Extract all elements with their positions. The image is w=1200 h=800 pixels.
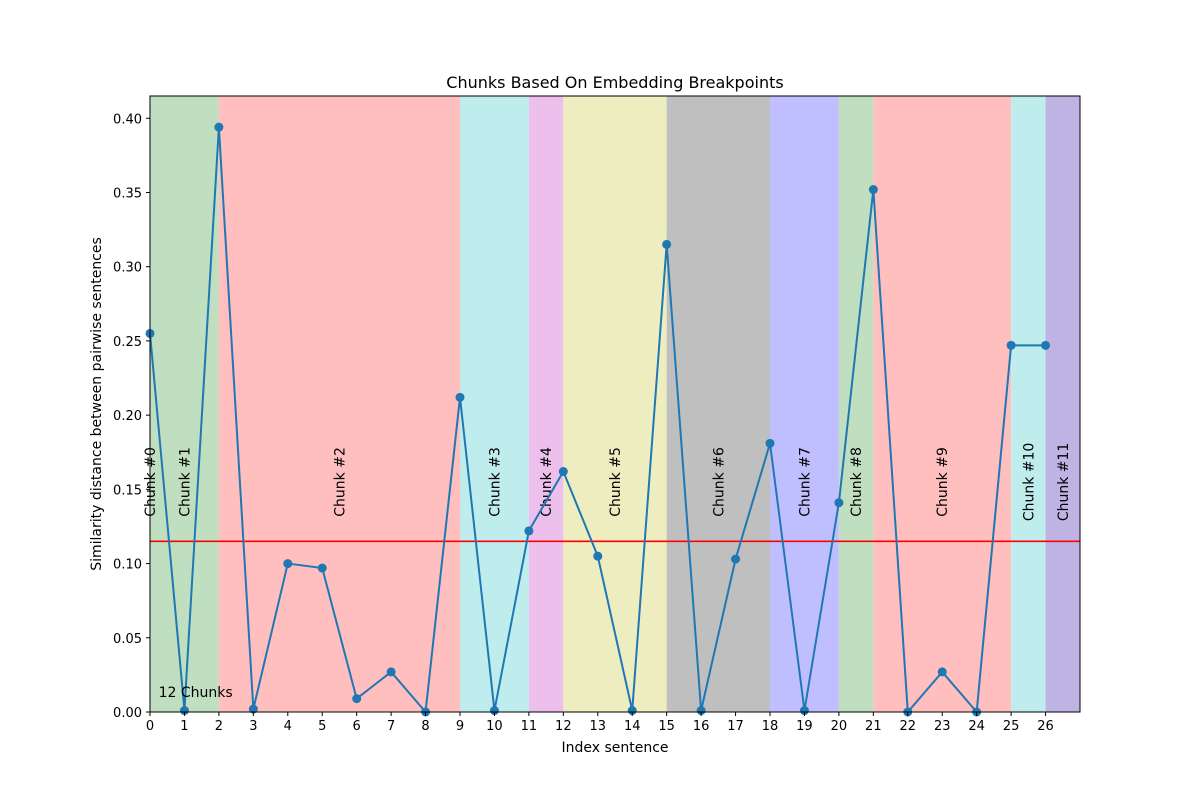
y-tick-label: 0.30 <box>113 261 142 276</box>
x-tick-label: 4 <box>284 719 292 734</box>
chunk-bands <box>150 96 1080 712</box>
chunk-band <box>218 96 460 712</box>
data-point <box>834 498 844 508</box>
y-tick-label: 0.05 <box>113 632 142 647</box>
x-tick-label: 24 <box>968 719 985 734</box>
y-tick-label: 0.20 <box>113 409 142 424</box>
y-tick-label: 0.35 <box>113 186 142 201</box>
data-point <box>524 526 534 536</box>
x-tick-label: 14 <box>624 719 641 734</box>
chunk-label: Chunk #4 <box>539 447 555 517</box>
chunk-label: Chunk #2 <box>332 447 348 517</box>
chart-title: Chunks Based On Embedding Breakpoints <box>446 73 783 92</box>
data-point <box>317 563 327 573</box>
chunk-band <box>563 96 667 712</box>
x-tick-label: 2 <box>215 719 223 734</box>
chunk-label: Chunk #10 <box>1021 443 1037 522</box>
chunk-label: Chunk #9 <box>935 447 951 517</box>
x-tick-label: 5 <box>318 719 326 734</box>
data-point <box>214 122 224 132</box>
data-point <box>283 559 293 569</box>
data-point <box>455 392 465 402</box>
y-axis: 0.00 0.05 0.10 0.15 0.20 0.25 0.30 0.35 0.40 <box>113 112 150 721</box>
chunk-label: Chunk #7 <box>797 447 813 517</box>
x-tick-label: 19 <box>796 719 813 734</box>
data-point <box>558 467 568 477</box>
chunk-label: Chunk #1 <box>177 447 193 517</box>
x-tick-label: 21 <box>865 719 882 734</box>
x-tick-label: 16 <box>693 719 710 734</box>
x-tick-label: 11 <box>521 719 538 734</box>
x-axis-label: Index sentence <box>561 740 668 756</box>
data-point <box>352 694 362 704</box>
chunk-label: Chunk #0 <box>143 447 159 517</box>
data-point <box>1006 340 1016 350</box>
x-tick-label: 6 <box>353 719 361 734</box>
data-point <box>731 554 741 564</box>
chunk-labels: Chunk #0 Chunk #1 Chunk #2 Chunk #3 Chunk #4… <box>143 443 1072 522</box>
data-point <box>386 667 396 677</box>
chunk-band <box>1011 96 1046 712</box>
x-tick-label: 23 <box>934 719 951 734</box>
chunk-band <box>873 96 1012 712</box>
chunk-label: Chunk #11 <box>1056 443 1072 522</box>
y-tick-label: 0.15 <box>113 483 142 498</box>
chunk-band <box>770 96 839 712</box>
chunk-label: Chunk #5 <box>608 447 624 517</box>
x-tick-label: 8 <box>421 719 429 734</box>
x-tick-label: 20 <box>831 719 848 734</box>
x-tick-label: 7 <box>387 719 395 734</box>
chunk-band <box>150 96 219 712</box>
x-tick-label: 9 <box>456 719 464 734</box>
chunk-band <box>528 96 564 712</box>
y-tick-label: 0.00 <box>113 706 142 721</box>
x-tick-label: 26 <box>1037 719 1054 734</box>
data-point <box>937 667 947 677</box>
x-tick-label: 15 <box>658 719 675 734</box>
x-tick-label: 0 <box>146 719 154 734</box>
chunk-band <box>838 96 874 712</box>
chunk-band <box>666 96 770 712</box>
data-point <box>627 706 637 716</box>
plot-frame <box>149 95 1081 713</box>
x-tick-label: 25 <box>1003 719 1020 734</box>
x-tick-label: 13 <box>590 719 607 734</box>
data-point <box>696 706 706 716</box>
data-point <box>489 706 499 716</box>
y-tick-label: 0.40 <box>113 112 142 127</box>
y-tick-label: 0.25 <box>113 335 142 350</box>
series-layer <box>145 122 1051 717</box>
x-tick-label: 17 <box>727 719 744 734</box>
x-tick-label: 22 <box>900 719 917 734</box>
x-tick-label: 12 <box>555 719 572 734</box>
data-point <box>593 551 603 561</box>
data-point <box>248 704 258 714</box>
chunk-label: Chunk #8 <box>849 447 865 517</box>
chunk-label: Chunk #3 <box>487 447 503 517</box>
chunk-count-annotation: 12 Chunks <box>159 685 233 701</box>
data-point <box>868 185 878 195</box>
data-point <box>765 438 775 448</box>
x-tick-label: 18 <box>762 719 779 734</box>
chunk-band <box>1045 96 1080 712</box>
y-axis-label: Similarity distance between pairwise sen… <box>89 237 105 571</box>
y-tick-label: 0.10 <box>113 558 142 573</box>
data-point <box>799 706 809 716</box>
chunk-label: Chunk #6 <box>711 447 727 517</box>
data-point <box>1041 340 1051 350</box>
x-axis: 0 1 2 3 4 5 6 7 8 9 10 11 12 13 14 15 16 17 18 19 20 21 22 23 24… <box>146 712 1054 734</box>
data-point <box>179 706 189 716</box>
x-tick-label: 10 <box>486 719 503 734</box>
data-point <box>662 239 672 249</box>
chunk-band <box>460 96 529 712</box>
x-tick-label: 3 <box>249 719 257 734</box>
x-tick-label: 1 <box>180 719 188 734</box>
